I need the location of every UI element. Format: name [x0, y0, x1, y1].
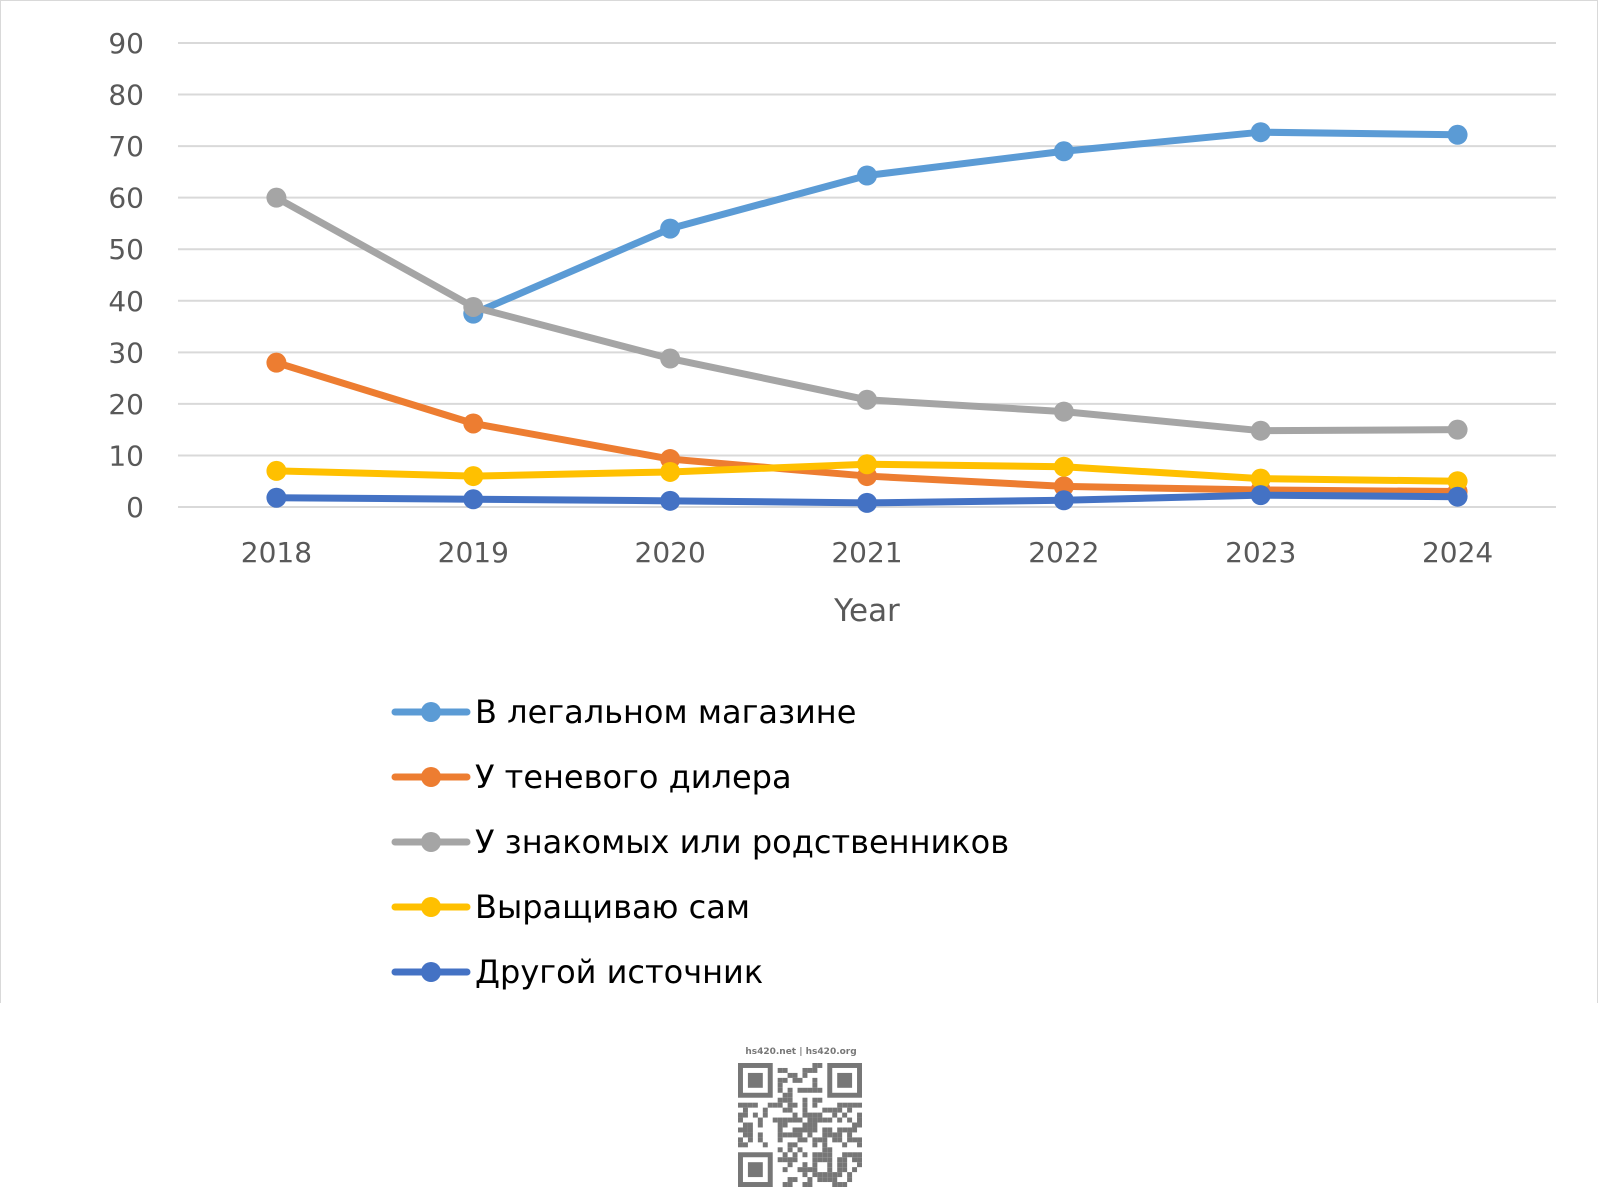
series-1 — [463, 122, 1468, 324]
legend-label: Другой источник — [475, 953, 763, 991]
legend-label: В легальном магазине — [475, 693, 856, 731]
data-point — [660, 461, 681, 482]
x-tick-label: 2022 — [1028, 536, 1099, 569]
series-lines — [266, 122, 1468, 513]
data-point — [1250, 485, 1271, 506]
data-point — [1447, 124, 1468, 145]
data-point — [857, 492, 877, 513]
y-tick-label: 60 — [108, 182, 144, 215]
data-point — [1053, 456, 1074, 477]
legend-swatch-marker — [421, 962, 441, 982]
x-axis-ticks: 2018 2019 2020 2021 2022 2023 2024 — [241, 536, 1493, 569]
qr-code-icon — [738, 1063, 862, 1187]
x-axis-title: Year — [833, 593, 900, 629]
x-tick-label: 2021 — [831, 536, 902, 569]
data-point — [463, 296, 484, 317]
legend-label: У теневого дилера — [475, 758, 792, 796]
data-point — [1250, 468, 1271, 489]
data-point — [857, 165, 877, 186]
legend-item: Другой источник — [391, 953, 763, 991]
series-4 — [266, 454, 1468, 492]
data-point — [1447, 471, 1468, 492]
x-tick-label: 2018 — [241, 536, 312, 569]
data-point — [1250, 122, 1271, 143]
line-chart: 0 10 20 30 40 50 60 70 80 90 2018 2019 2020 2021 2022… — [108, 27, 1556, 991]
data-point — [463, 489, 484, 510]
legend-swatch-marker — [421, 897, 441, 917]
data-point — [660, 218, 681, 239]
legend: В легальном магазине У теневого дилера У з… — [391, 693, 1009, 991]
data-point — [463, 413, 484, 434]
legend-label: У знакомых или родственников — [475, 823, 1009, 861]
legend-swatch-marker — [421, 767, 441, 787]
x-tick-label: 2019 — [438, 536, 509, 569]
data-point — [266, 187, 287, 208]
y-tick-label: 40 — [108, 285, 144, 318]
series-3 — [266, 187, 1468, 441]
y-tick-label: 70 — [108, 130, 144, 163]
y-tick-label: 10 — [108, 439, 144, 472]
data-point — [660, 490, 681, 511]
y-tick-label: 80 — [108, 79, 144, 112]
data-point — [1447, 419, 1468, 440]
data-point — [857, 454, 877, 475]
y-tick-label: 90 — [108, 27, 144, 60]
data-point — [266, 487, 287, 508]
series-line — [469, 128, 1462, 318]
y-tick-label: 20 — [108, 388, 144, 421]
data-point — [1053, 141, 1074, 162]
legend-swatch-marker — [421, 832, 441, 852]
x-tick-label: 2024 — [1422, 536, 1493, 569]
data-point — [1053, 401, 1074, 422]
data-point — [1447, 486, 1468, 507]
data-point — [463, 466, 484, 487]
watermark-caption: hs420.net | hs420.org — [745, 1047, 857, 1057]
series-5 — [266, 485, 1468, 513]
chart-frame: 0 10 20 30 40 50 60 70 80 90 2018 2019 2020 2021 2022… — [0, 0, 1598, 1003]
data-point — [1053, 476, 1074, 497]
x-tick-label: 2020 — [635, 536, 706, 569]
x-tick-label: 2023 — [1225, 536, 1296, 569]
legend-item: В легальном магазине — [391, 693, 856, 731]
qr-watermark: hs420.net | hs420.org — [736, 1047, 866, 1187]
y-tick-label: 30 — [108, 336, 144, 369]
data-point — [266, 460, 287, 481]
gridlines — [178, 42, 1556, 508]
y-tick-label: 0 — [126, 491, 144, 524]
data-point — [1053, 490, 1074, 511]
data-point — [1250, 420, 1271, 441]
legend-item: У теневого дилера — [391, 758, 792, 796]
legend-item: Выращиваю сам — [391, 888, 750, 926]
y-tick-label: 50 — [108, 233, 144, 266]
y-axis-ticks: 0 10 20 30 40 50 60 70 80 90 — [108, 27, 144, 524]
data-point — [857, 389, 877, 410]
legend-swatch-marker — [421, 702, 441, 722]
data-point — [660, 348, 681, 369]
legend-label: Выращиваю сам — [475, 888, 750, 926]
data-point — [266, 352, 287, 373]
legend-item: У знакомых или родственников — [391, 823, 1009, 861]
